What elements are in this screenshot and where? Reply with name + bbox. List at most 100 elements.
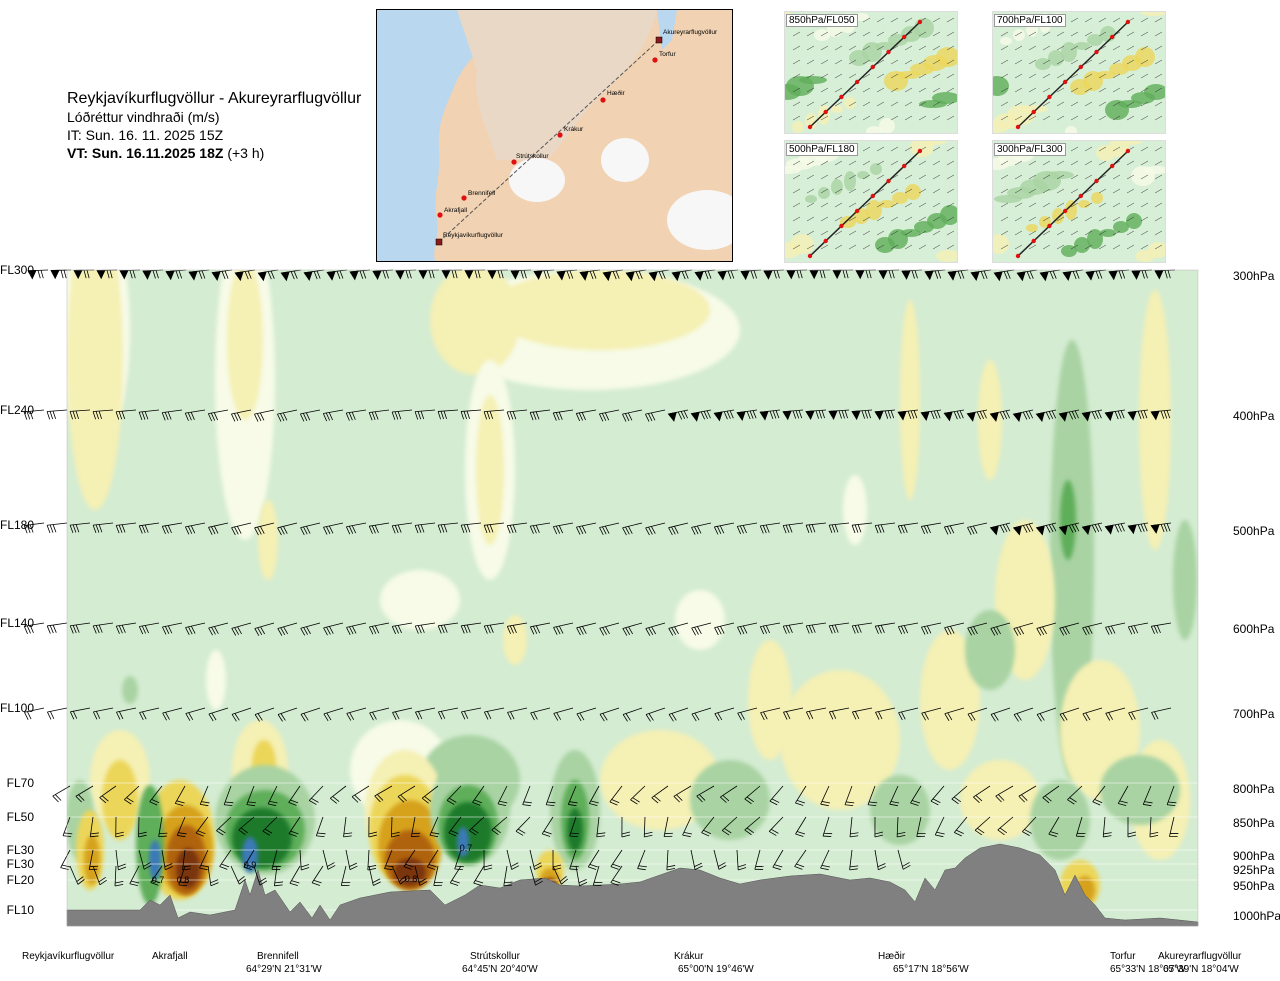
panel-barb <box>1042 202 1051 208</box>
wind-barb <box>829 707 850 720</box>
wind-barb <box>714 707 735 721</box>
wind-barb <box>1081 409 1103 422</box>
wind-barb <box>1042 785 1060 804</box>
panel-barb <box>806 202 815 208</box>
panel-barb <box>820 174 829 180</box>
panel-barb <box>1098 216 1107 222</box>
panel-waypoint <box>870 193 875 199</box>
panel-barb <box>876 244 885 250</box>
panel-barb <box>806 45 815 51</box>
wind-barb <box>967 707 988 722</box>
wind-barb <box>254 707 275 722</box>
panel-barb <box>792 115 801 121</box>
panel-barb <box>890 73 899 79</box>
panel-barb <box>1098 230 1107 236</box>
panel-barb <box>806 188 815 194</box>
wind-barb <box>138 522 160 534</box>
wind-barb <box>368 522 390 534</box>
panel-barb <box>946 73 955 79</box>
wind-barb <box>351 785 370 803</box>
panel-waypoint <box>902 163 907 169</box>
wind-barb <box>483 622 505 634</box>
panel-barb <box>1042 101 1051 107</box>
panel-barb <box>932 230 941 236</box>
panel-barb <box>1140 202 1149 208</box>
field-blob <box>690 760 770 840</box>
wind-barb <box>556 269 578 281</box>
panel-barb <box>1056 31 1065 37</box>
field-blob <box>380 570 460 630</box>
wind-barb <box>989 409 1011 422</box>
panel-barb <box>1140 230 1149 236</box>
panel-barb <box>1112 216 1121 222</box>
waypoint-marker <box>461 195 467 201</box>
wind-barb <box>944 522 965 535</box>
wind-barb <box>1075 816 1086 837</box>
waypoint-marker <box>511 159 517 165</box>
panel-waypoint <box>1047 94 1052 100</box>
panel-field <box>1113 221 1129 233</box>
wind-barb <box>576 707 597 722</box>
wind-barb <box>114 865 124 887</box>
wind-barb <box>579 269 601 281</box>
wind-barb <box>691 522 712 535</box>
panel-barb <box>890 230 899 236</box>
wind-barb <box>667 409 689 422</box>
wind-barb <box>165 269 187 281</box>
wind-barb <box>828 522 850 533</box>
wind-barb <box>851 622 873 634</box>
wind-barb <box>92 622 114 634</box>
wind-barb <box>345 522 367 535</box>
wind-barb <box>552 409 574 421</box>
wind-barb <box>954 816 968 837</box>
pressure-label: 800hPa <box>1233 782 1275 796</box>
panel-barb <box>834 115 843 121</box>
wind-barb <box>622 522 643 536</box>
panel-barb <box>1042 87 1051 93</box>
panel-barb <box>1126 174 1135 180</box>
panel-barb <box>1014 59 1023 65</box>
wind-barb <box>599 522 620 536</box>
wind-barb <box>330 785 347 804</box>
panel-barb <box>820 87 829 93</box>
wind-barb <box>231 707 252 722</box>
wind-barb <box>88 849 99 871</box>
panel-waypoint <box>1031 109 1036 115</box>
pressure-label: 925hPa <box>1233 863 1275 877</box>
wind-barb <box>149 785 163 806</box>
wind-barb <box>277 707 298 722</box>
field-blob <box>567 808 583 852</box>
panel-barb <box>932 101 941 107</box>
panel-barb <box>1098 59 1107 65</box>
wind-barb <box>690 409 712 422</box>
panel-barb <box>1098 188 1107 194</box>
panel-field <box>805 113 817 129</box>
wind-barb <box>599 707 620 722</box>
wind-barb <box>701 816 715 837</box>
panel-barb <box>848 101 857 107</box>
panel-barb <box>932 31 941 37</box>
wind-barb <box>323 707 344 722</box>
panel-barb <box>1126 202 1135 208</box>
panel-barb <box>1028 216 1037 222</box>
wind-barb <box>323 522 344 535</box>
wind-barb <box>552 865 569 885</box>
airport-marker <box>435 238 443 246</box>
panel-barb <box>1126 216 1135 222</box>
wind-barb <box>1127 522 1149 535</box>
panel-barb <box>1070 31 1079 37</box>
wind-barb <box>437 622 459 634</box>
route-map: Akureyrarflugvöllur Torfur Hæðir Krákur Strú… <box>376 9 733 262</box>
panel-barb <box>1056 230 1065 236</box>
wind-barb <box>92 522 114 534</box>
panel-barb <box>1154 216 1163 222</box>
wind-barb <box>429 816 440 838</box>
wind-barb <box>630 785 646 805</box>
wind-barb <box>759 409 781 421</box>
wind-barb <box>1036 707 1057 722</box>
wind-barb <box>924 269 946 281</box>
wind-barb <box>851 409 873 421</box>
wind-barb <box>820 785 831 807</box>
panel-field <box>936 250 957 262</box>
panel-barb <box>1070 45 1079 51</box>
